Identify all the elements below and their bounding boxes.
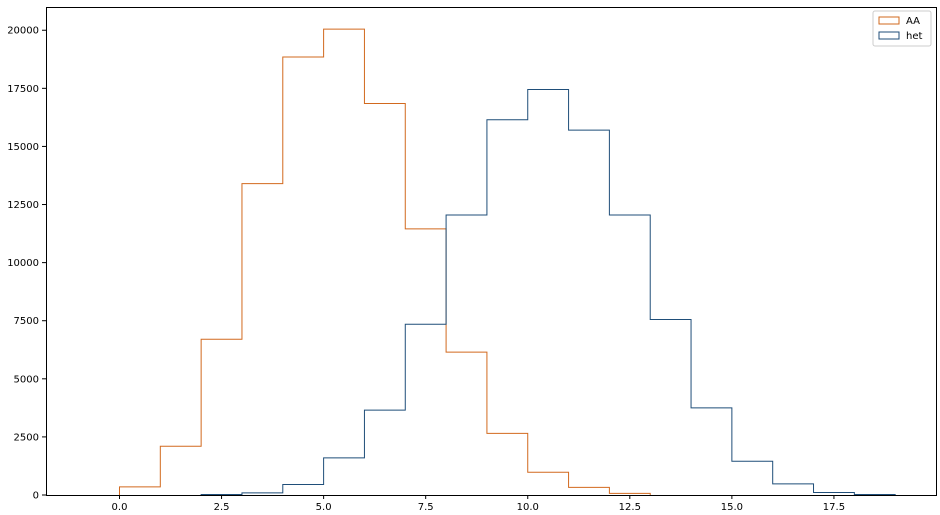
legend: AA het	[872, 10, 932, 47]
x-tick-label: 7.5	[418, 502, 434, 513]
legend-box	[872, 10, 932, 47]
legend-swatch-aa	[878, 16, 900, 25]
x-axis: 0.0 2.5 5.0 7.5 10.0 12.5 15.0 17.5	[112, 495, 845, 513]
axes-frame	[46, 7, 937, 496]
x-tick-label: 5.0	[316, 502, 332, 513]
legend-swatch-het	[878, 31, 900, 40]
y-tick-label: 20000	[7, 26, 39, 37]
series-het-step	[200, 89, 896, 496]
y-tick-label: 10000	[7, 258, 39, 269]
y-tick-label: 0	[33, 491, 39, 502]
plot-area	[46, 7, 937, 496]
series-group	[118, 28, 896, 496]
x-tick-label: 12.5	[619, 502, 641, 513]
y-tick-label: 7500	[14, 316, 39, 327]
x-tick-label: 15.0	[721, 502, 743, 513]
x-tick-label: 17.5	[823, 502, 845, 513]
x-tick-label: 0.0	[112, 502, 128, 513]
legend-label-het: het	[906, 31, 922, 42]
y-axis: 0 2500 5000 7500 10000 12500 15000 17500 20000	[7, 26, 46, 502]
x-tick-label: 2.5	[214, 502, 230, 513]
x-tick-label: 10.0	[517, 502, 539, 513]
y-tick-label: 12500	[7, 200, 39, 211]
series-aa-step	[118, 28, 651, 495]
y-tick-label: 5000	[14, 374, 39, 385]
y-tick-label: 17500	[7, 84, 39, 95]
legend-label-aa: AA	[906, 16, 920, 27]
y-tick-label: 2500	[14, 432, 39, 443]
y-tick-label: 15000	[7, 142, 39, 153]
